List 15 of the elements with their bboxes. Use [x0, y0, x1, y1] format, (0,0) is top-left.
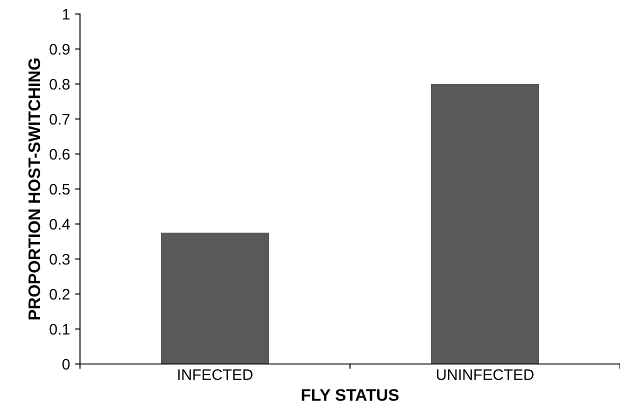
x-tick-label: INFECTED	[178, 369, 252, 380]
y-tick-label: 1	[62, 9, 70, 20]
y-tick-label: 0.5	[50, 184, 70, 195]
y-tick-label: 0.7	[50, 114, 70, 125]
x-axis-title: FLY STATUS	[302, 389, 399, 401]
y-tick-label: 0.1	[50, 324, 70, 335]
y-tick-label: 0	[62, 358, 70, 370]
y-tick-label: 0.6	[50, 148, 70, 160]
y-axis-title: PROPORTION HOST-SWITCHING	[28, 58, 40, 320]
y-tick-label: 0.9	[50, 44, 70, 55]
y-tick-label: 0.2	[50, 288, 70, 300]
x-tick-label: UNINFECTED	[436, 369, 534, 380]
y-tick-label: 0.8	[50, 78, 70, 90]
y-tick-label: 0.4	[50, 218, 70, 230]
y-tick-label: 0.3	[50, 254, 70, 265]
